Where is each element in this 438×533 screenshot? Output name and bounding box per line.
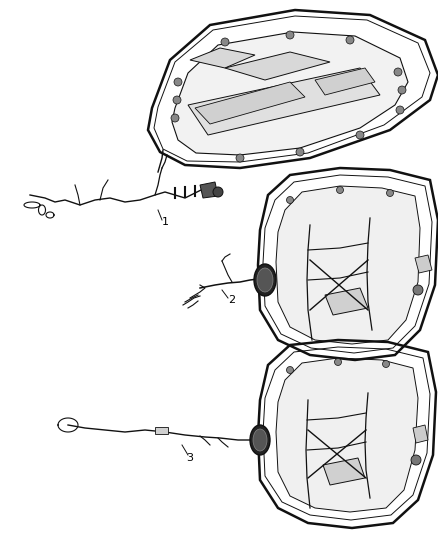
Circle shape xyxy=(396,106,404,114)
Circle shape xyxy=(236,154,244,162)
Circle shape xyxy=(221,38,229,46)
Circle shape xyxy=(386,190,393,197)
Ellipse shape xyxy=(257,268,273,292)
Polygon shape xyxy=(315,68,375,95)
Ellipse shape xyxy=(250,425,270,455)
Circle shape xyxy=(413,285,423,295)
Polygon shape xyxy=(415,255,432,273)
Polygon shape xyxy=(188,68,380,135)
Circle shape xyxy=(286,197,293,204)
Circle shape xyxy=(398,86,406,94)
Polygon shape xyxy=(195,82,305,124)
Ellipse shape xyxy=(253,429,267,451)
Circle shape xyxy=(286,31,294,39)
Polygon shape xyxy=(200,182,218,198)
Circle shape xyxy=(173,96,181,104)
Circle shape xyxy=(171,114,179,122)
Polygon shape xyxy=(323,458,365,485)
Polygon shape xyxy=(276,358,418,512)
Circle shape xyxy=(394,68,402,76)
Text: 1: 1 xyxy=(162,217,169,227)
Circle shape xyxy=(174,78,182,86)
Polygon shape xyxy=(225,52,330,80)
Polygon shape xyxy=(155,427,168,434)
Circle shape xyxy=(356,131,364,139)
Text: 3: 3 xyxy=(187,453,194,463)
Circle shape xyxy=(335,359,342,366)
Polygon shape xyxy=(325,288,368,315)
Polygon shape xyxy=(190,48,255,68)
Circle shape xyxy=(213,187,223,197)
Circle shape xyxy=(336,187,343,193)
Polygon shape xyxy=(276,186,420,344)
Circle shape xyxy=(346,36,354,44)
Ellipse shape xyxy=(254,264,276,296)
Polygon shape xyxy=(413,425,428,443)
Circle shape xyxy=(382,360,389,367)
Circle shape xyxy=(411,455,421,465)
Circle shape xyxy=(296,148,304,156)
Circle shape xyxy=(286,367,293,374)
Text: 2: 2 xyxy=(229,295,236,305)
Polygon shape xyxy=(172,32,408,155)
